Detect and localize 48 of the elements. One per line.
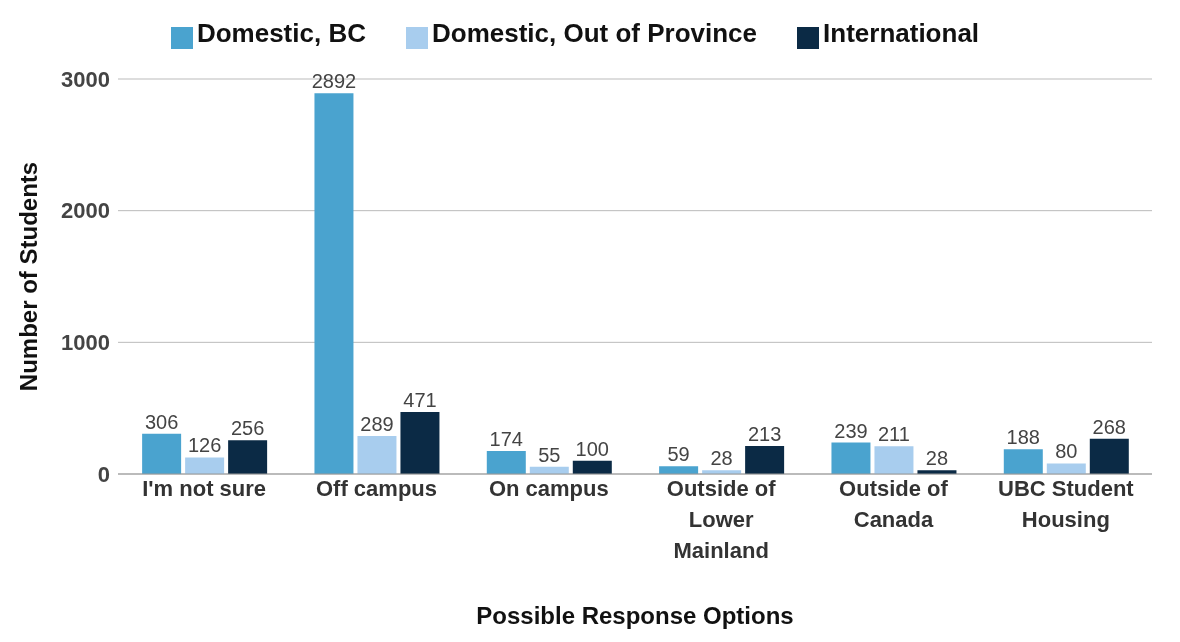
data-label: 2892 (311, 70, 357, 93)
bar (831, 442, 871, 474)
data-label: 174 (489, 428, 523, 451)
bar (1046, 463, 1086, 474)
bar (1003, 449, 1043, 474)
data-label: 471 (403, 388, 437, 411)
x-tick-label: Outside of Lower Mainland (666, 476, 777, 563)
data-label: 100 (575, 437, 609, 460)
bar (745, 445, 785, 474)
bar (400, 411, 440, 474)
data-label: 256 (230, 417, 265, 440)
bar (357, 435, 397, 474)
data-label: 306 (144, 410, 179, 433)
y-tick-label: 0 (97, 461, 110, 487)
x-tick-label: UBC Student Housing (998, 476, 1135, 532)
data-label: 289 (360, 412, 394, 435)
bar (486, 451, 526, 474)
bar (874, 446, 914, 474)
data-label: 188 (1006, 426, 1040, 449)
bar (228, 440, 268, 474)
data-label: 80 (1055, 440, 1078, 463)
legend-label: International (823, 18, 980, 48)
y-axis-title: Number of Students (14, 161, 42, 392)
x-axis-title: Possible Response Options (476, 602, 794, 629)
data-label: 211 (878, 423, 910, 446)
data-label: 213 (747, 422, 782, 445)
bar (185, 457, 225, 474)
data-label: 126 (187, 434, 222, 457)
x-tick-label: I'm not sure (142, 476, 267, 501)
x-tick-label: Off campus (315, 476, 438, 501)
x-tick-label: On campus (488, 476, 609, 501)
legend-label: Domestic, BC (196, 18, 366, 48)
x-tick-label: Outside of Canada (839, 476, 949, 532)
bar (572, 460, 612, 474)
data-label: 59 (667, 443, 690, 466)
data-label: 239 (834, 419, 868, 442)
bar (142, 433, 182, 474)
y-tick-label: 3000 (61, 66, 110, 92)
bar (314, 93, 354, 474)
legend-label: Domestic, Out of Province (431, 18, 758, 48)
data-label: 268 (1092, 415, 1126, 438)
bar (1089, 438, 1129, 474)
data-label: 28 (925, 447, 949, 470)
bar (659, 466, 699, 474)
y-tick-label: 1000 (61, 330, 110, 356)
data-label: 28 (710, 447, 733, 470)
y-tick-label: 2000 (61, 198, 110, 224)
data-label: 55 (538, 443, 561, 466)
